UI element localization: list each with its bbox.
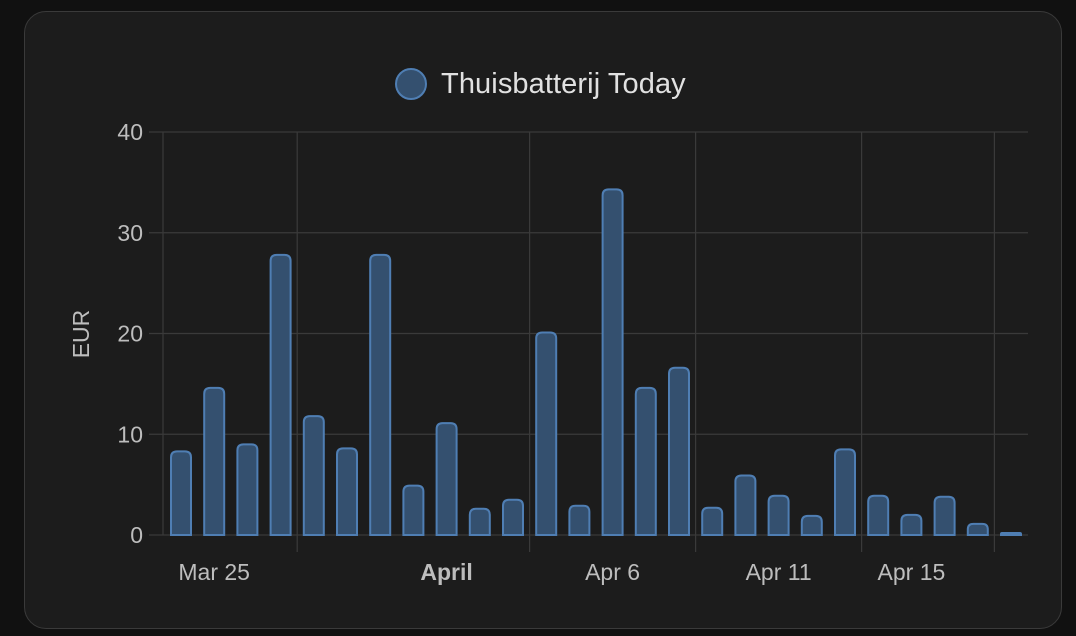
x-tick-label: Apr 15 (878, 559, 946, 585)
x-tick-label: Apr 6 (585, 559, 640, 585)
bar-mar-31[interactable] (402, 484, 425, 536)
bar-apr-4[interactable] (535, 331, 558, 536)
bar-apr-5[interactable] (568, 504, 591, 536)
x-tick-label: April (420, 559, 472, 585)
x-axis-ticks: Mar 25 April Apr 6 Apr 11 Apr 15 (178, 559, 945, 585)
bar-apr-18[interactable] (1000, 531, 1022, 536)
bar-apr-10[interactable] (734, 474, 757, 536)
bar-apr-15[interactable] (900, 513, 923, 536)
bar-apr-14[interactable] (867, 494, 890, 536)
bar-apr-17[interactable] (966, 522, 989, 536)
bar-apr-8[interactable] (668, 366, 690, 536)
chart-bars (170, 188, 1022, 536)
bar-apr-9[interactable] (701, 506, 724, 536)
bar-apr-11[interactable] (767, 494, 790, 536)
legend-swatch (395, 68, 427, 100)
bar-apr-12[interactable] (800, 514, 823, 536)
bar-mar-24[interactable] (170, 450, 192, 536)
y-tick-label: 10 (117, 421, 143, 447)
bar-apr-13[interactable] (834, 448, 856, 536)
bar-mar-26[interactable] (236, 443, 259, 536)
x-tick-label: Apr 11 (746, 559, 812, 585)
x-tick-label: Mar 25 (178, 559, 250, 585)
bar-apr-2[interactable] (468, 507, 491, 536)
bar-apr-7[interactable] (634, 386, 657, 536)
y-tick-label: 30 (117, 220, 143, 246)
bar-apr-6[interactable] (601, 188, 624, 536)
bar-apr-16[interactable] (933, 495, 956, 536)
bar-apr-1[interactable] (435, 422, 458, 536)
y-tick-label: 0 (130, 522, 143, 548)
chart-legend[interactable]: Thuisbatterij Today (395, 66, 686, 102)
y-tick-label: 20 (117, 321, 143, 347)
bar-mar-28[interactable] (302, 415, 325, 536)
legend-label: Thuisbatterij Today (441, 67, 686, 100)
y-axis-ticks: 0 10 20 30 40 (117, 119, 143, 548)
bar-mar-27[interactable] (269, 253, 292, 536)
bar-apr-3[interactable] (502, 498, 524, 536)
y-tick-label: 40 (117, 119, 143, 145)
bar-mar-25[interactable] (203, 386, 226, 536)
bar-mar-29[interactable] (336, 447, 358, 536)
bar-mar-30[interactable] (369, 253, 392, 536)
y-axis-label: EUR (68, 310, 94, 359)
